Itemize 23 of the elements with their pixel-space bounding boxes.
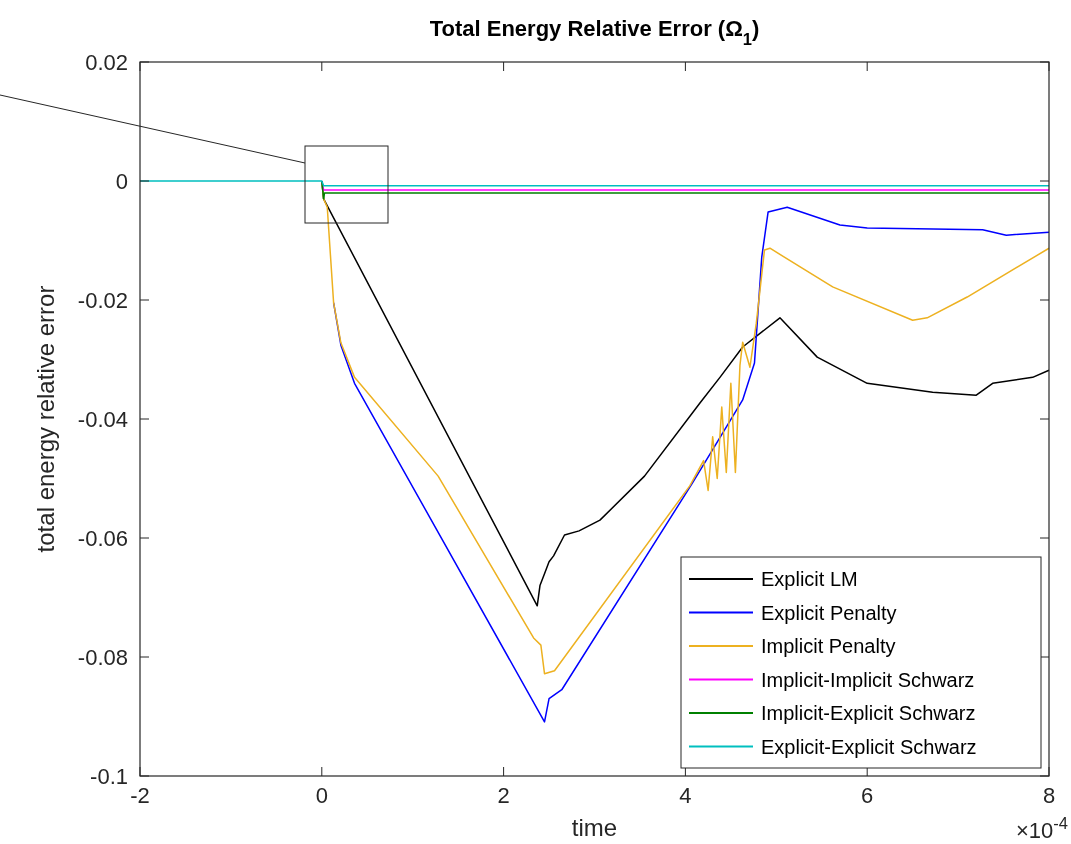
text: ×10$^{-4}$: [1016, 814, 1068, 843]
y-tick-label: -0.08: [77, 645, 128, 670]
legend-label: Implicit-Explicit Schwarz: [761, 702, 976, 724]
y-tick-label: -0.02: [77, 288, 128, 313]
x-tick-label: 6: [861, 783, 874, 808]
x-tick-label: 8: [1042, 783, 1056, 808]
legend-label: Implicit-Implicit Schwarz: [761, 668, 975, 691]
legend-label: Explicit LM: [761, 568, 858, 590]
legend-label: Explicit Penalty: [761, 601, 897, 624]
y-tick-label: -0.06: [77, 526, 128, 551]
chart-title: Total Energy Relative Error (Ω$_{1}$): [429, 16, 760, 48]
x-axis-title: time: [571, 814, 618, 841]
y-tick-label: -0.1: [90, 764, 128, 789]
y-tick-label: 0.02: [85, 50, 128, 75]
y-tick-label: -0.04: [77, 407, 128, 432]
y-axis-title: total energy relative error: [32, 285, 59, 553]
x-tick-label: -2: [130, 783, 150, 808]
legend-label: Explicit-Explicit Schwarz: [761, 735, 977, 758]
x-tick-label: 2: [497, 783, 510, 808]
legend-label: Implicit Penalty: [761, 635, 896, 657]
y-tick-label: 0: [115, 169, 128, 194]
x-tick-label: 0: [315, 783, 328, 808]
x-tick-label: 4: [679, 783, 692, 808]
